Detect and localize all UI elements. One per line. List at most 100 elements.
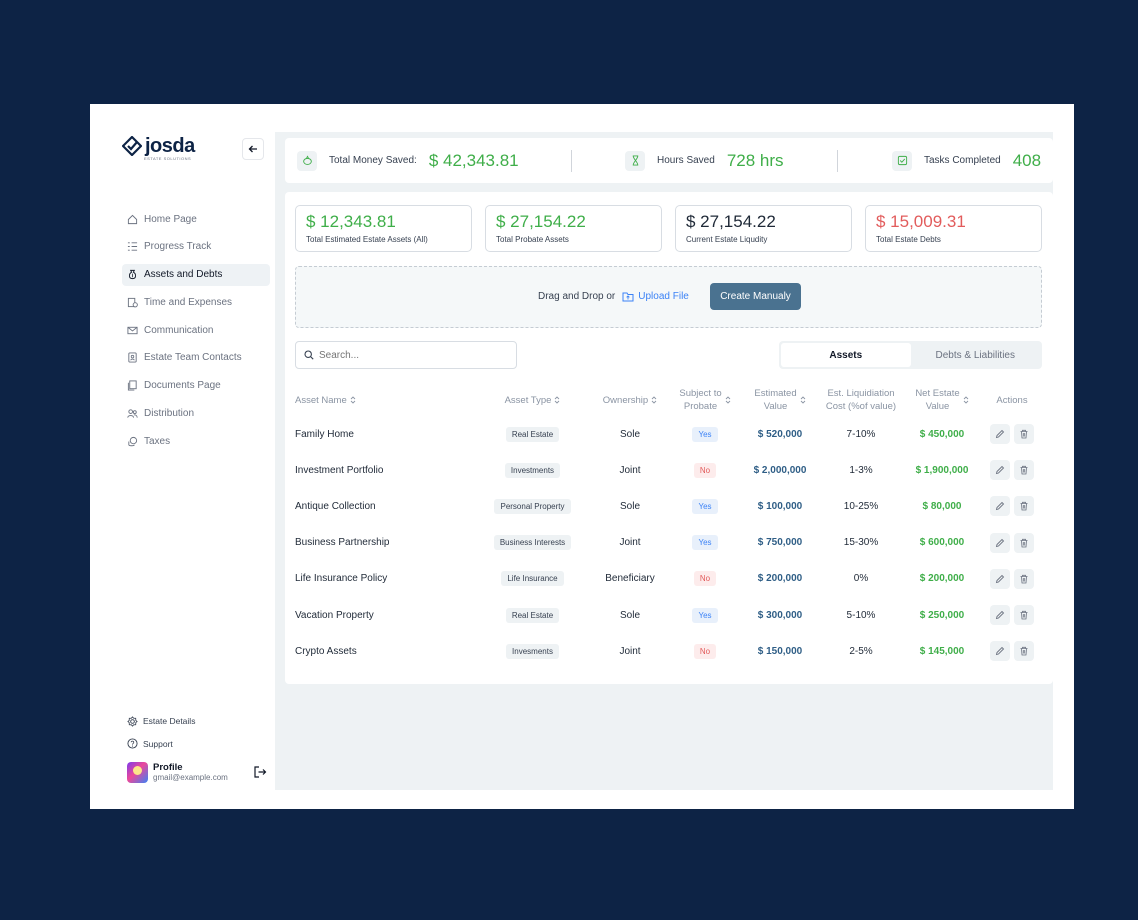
table-row[interactable]: Vacation Property Real Estate Sole Yes $ 300… [295,597,1042,633]
column-header-subject-to-probate[interactable]: Subject to Probate [670,384,740,416]
sidebar-item-label: Distribution [144,408,195,420]
cell-net-estate-value: $ 1,900,000 [915,464,969,476]
sidebar-item-communication[interactable]: Communication [122,319,270,341]
cell-probate: No [670,561,740,597]
edit-icon[interactable] [990,460,1010,481]
sidebar-item-time-and-expenses[interactable]: Time and Expenses [122,291,270,313]
tab-assets[interactable]: Assets [781,343,911,367]
table-row[interactable]: Investment Portfolio Investments Joint No $ … [295,452,1042,488]
edit-icon[interactable] [990,496,1010,517]
asset-name: Vacation Property [295,609,374,621]
tab-debts-liabilities[interactable]: Debts & Liabilities [935,349,1015,361]
sidebar-item-label: Assets and Debts [144,269,223,281]
sidebar-item-documents-page[interactable]: Documents Page [122,375,270,397]
file-dropzone[interactable]: Drag and Drop or Upload File Create Manu… [295,266,1042,328]
delete-icon[interactable] [1014,532,1034,553]
create-manually-button[interactable]: Create Manualy [710,283,801,310]
header-label: Value [925,401,950,412]
table-row[interactable]: Life Insurance Policy Life Insurance Benef… [295,561,1042,597]
column-header-actions: Actions [996,394,1028,406]
edit-icon[interactable] [990,424,1010,445]
task-icon [892,150,912,171]
cell-estimated-value: $ 2,000,000 [753,464,807,476]
probate-badge: Yes [692,607,718,623]
cell-probate: Yes [670,525,740,561]
sidebar-item-estate-team-contacts[interactable]: Estate Team Contacts [122,347,270,369]
header-label: Value [763,401,788,412]
header-label: Subject to [679,388,722,399]
assets-table: Asset Name Asset Type Ownership Subject … [295,384,1042,669]
delete-icon[interactable] [1014,424,1034,445]
cell-net-estate-value: $ 250,000 [919,609,965,621]
cell-ownership: Sole [619,428,640,440]
asset-name: Crypto Assets [295,645,357,657]
header-label: Est. Liquidiation [827,388,895,399]
sidebar-item-support[interactable]: Support [127,737,272,751]
brand-logo[interactable]: josda ESTATE SOLUTIONS [122,135,195,161]
assets-panel: $ 12,343.81 Total Estimated Estate Asset… [285,192,1053,684]
column-header-asset-name[interactable]: Asset Name [295,384,475,416]
sidebar-item-home[interactable]: Home Page [122,208,270,230]
cell-net-estate-value: $ 450,000 [919,428,965,440]
cell-ownership: Joint [619,645,641,657]
column-header-ownership[interactable]: Ownership [590,384,670,416]
main-content: Total Money Saved: $ 42,343.81 Hours Sav… [275,132,1053,790]
column-header-liquidation-cost[interactable]: Est. Liquidiation Cost (%of value) [820,384,902,416]
logout-icon[interactable] [253,765,267,779]
cell-asset-name: Family Home [295,416,475,452]
asset-type-badge: Invesments [506,643,559,659]
cell-liquidation-cost: 15-30% [843,537,879,549]
profile-section[interactable]: Profile gmail@example.com [127,760,267,784]
table-row[interactable]: Family Home Real Estate Sole Yes $ 520,000 7-… [295,416,1042,452]
cell-liquidation-cost: 0% [853,573,869,585]
delete-icon[interactable] [1014,641,1034,662]
collapse-sidebar-button[interactable] [242,138,264,160]
probate-badge: Yes [692,498,718,514]
edit-icon[interactable] [990,641,1010,662]
search-input[interactable] [319,349,499,361]
table-row[interactable]: Business Partnership Business Interests Jo… [295,525,1042,561]
asset-type-badge: Life Insurance [501,571,564,587]
sidebar-item-progress-track[interactable]: Progress Track [122,236,270,258]
column-header-asset-type[interactable]: Asset Type [475,384,590,416]
column-header-estimated-value[interactable]: Estimated Value [740,384,820,416]
cell-actions [982,597,1042,633]
edit-icon[interactable] [990,605,1010,626]
cell-actions [982,525,1042,561]
asset-tabs: Assets Debts & Liabilities [779,341,1042,369]
sort-icon [555,396,560,404]
table-row[interactable]: Antique Collection Personal Property Sole Y… [295,488,1042,524]
cell-asset-type: Real Estate [475,597,590,633]
probate-badge: No [693,462,717,478]
sidebar-item-assets-and-debts[interactable]: Assets and Debts [122,263,270,286]
search-box[interactable] [295,341,517,369]
edit-icon[interactable] [990,568,1010,589]
delete-icon[interactable] [1014,605,1034,626]
upload-file-link[interactable]: Upload File [638,291,689,302]
cell-probate: Yes [670,416,740,452]
delete-icon[interactable] [1014,496,1034,517]
summary-card-current-estate-liquidity: $ 27,154.22 Current Estate Liqudity [675,205,852,252]
delete-icon[interactable] [1014,568,1034,589]
edit-icon[interactable] [990,532,1010,553]
search-icon [304,350,314,360]
brand-tagline: ESTATE SOLUTIONS [144,156,192,161]
cell-ownership: Sole [619,609,640,621]
cell-asset-type: Investments [475,452,590,488]
avatar[interactable] [127,761,148,783]
delete-icon[interactable] [1014,460,1034,481]
sidebar-item-estate-details[interactable]: Estate Details [127,714,272,728]
sidebar-item-taxes[interactable]: Taxes [122,430,270,452]
cell-estimated-value: $ 200,000 [757,573,803,585]
cell-asset-type: Real Estate [475,416,590,452]
summary-card-total-estimated-assets: $ 12,343.81 Total Estimated Estate Asset… [295,205,472,252]
sidebar-item-label: Taxes [144,435,171,447]
sidebar-item-label: Documents Page [144,380,221,392]
table-row[interactable]: Crypto Assets Invesments Joint No $ 150,000 2… [295,633,1042,669]
column-header-net-estate-value[interactable]: Net Estate Value [902,384,982,416]
sidebar-item-distribution[interactable]: Distribution [122,403,270,425]
brand-name: josda [145,135,195,157]
cell-actions [982,488,1042,524]
stat-value: $ 42,343.81 [428,150,519,170]
table-body: Family Home Real Estate Sole Yes $ 520,000 7-… [295,416,1042,669]
